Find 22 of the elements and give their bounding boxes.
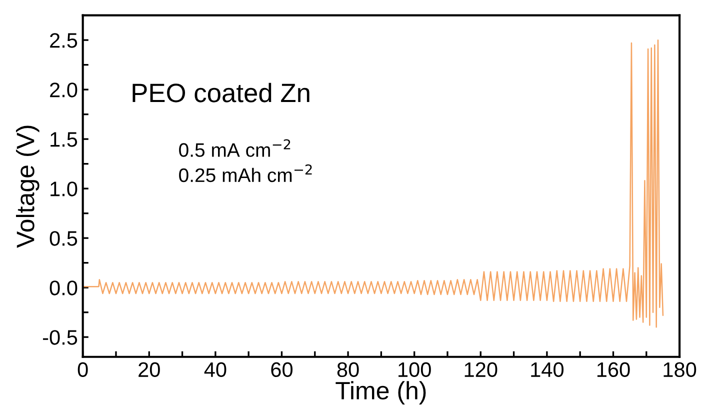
x-tick-label: 0 [78, 362, 88, 378]
x-tick-label: 180 [664, 362, 696, 378]
y-axis-title: Voltage (V) [16, 126, 40, 248]
y-tick-label: 2.5 [50, 33, 78, 48]
x-tick-label: 120 [464, 362, 498, 378]
annotation: PEO coated Zn [132, 82, 310, 102]
x-tick-label: 60 [271, 362, 293, 378]
y-tick-label: 0.5 [50, 231, 78, 246]
y-tick-label: 1.0 [50, 182, 78, 196]
x-tick-label: 20 [138, 362, 160, 378]
x-tick-label: 80 [337, 362, 359, 378]
text: 0.5 mA cm$^{−2}$ 0.25 mAh cm$^{−2}$ [179, 139, 312, 182]
x-tick-label: 140 [531, 362, 564, 378]
y-tick-label: 1.5 [50, 132, 78, 147]
x-tick-label: 100 [398, 362, 431, 378]
x-tick-label: 160 [597, 362, 630, 378]
x-axis-title: Time (h) [336, 381, 426, 404]
y-tick-label: -0.5 [43, 330, 78, 345]
x-tick-label: 40 [204, 362, 226, 378]
y-tick-label: 0.0 [50, 280, 78, 296]
y-tick-label: 2.0 [50, 82, 78, 98]
line-series [82, 39, 664, 328]
